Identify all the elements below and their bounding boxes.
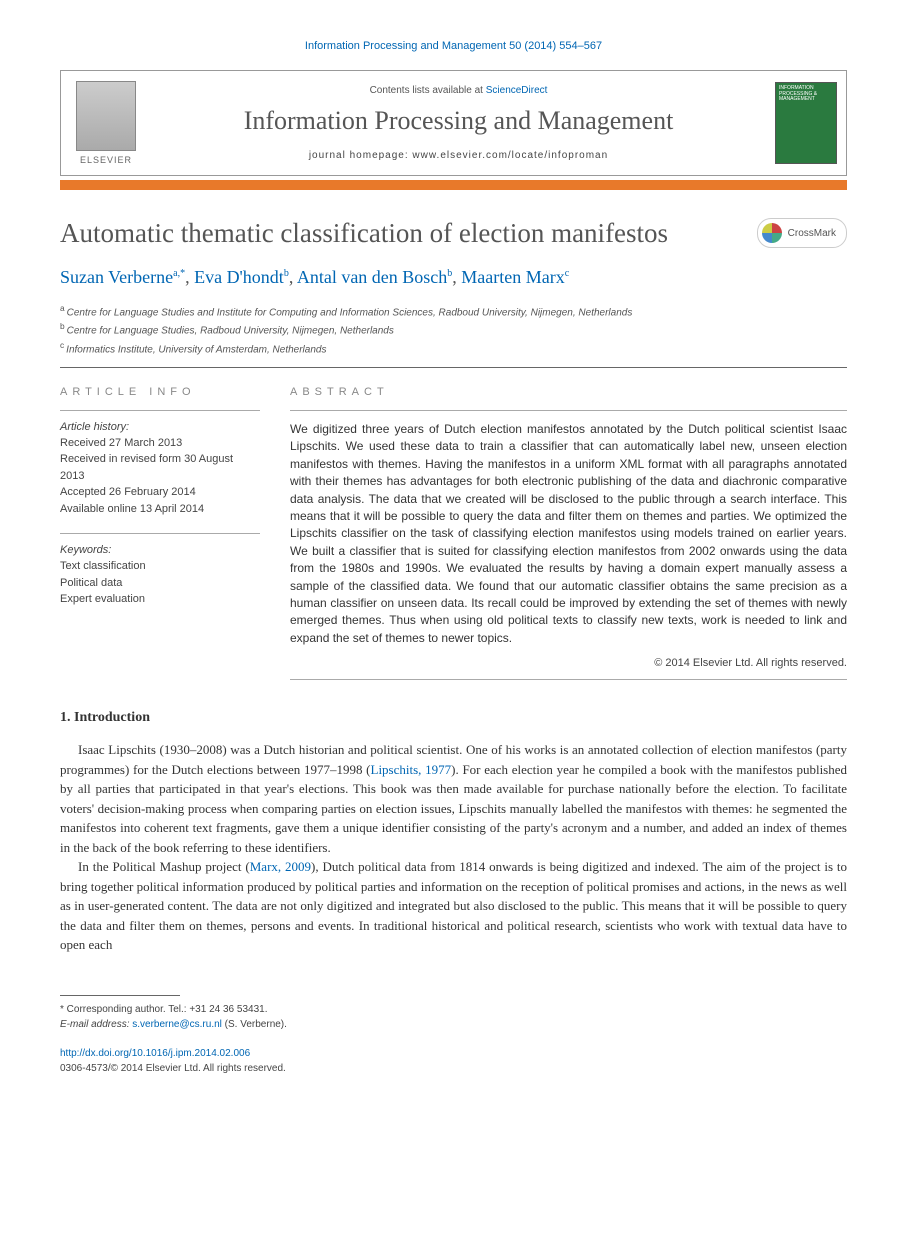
journal-cover: INFORMATION PROCESSING & MANAGEMENT (766, 71, 846, 175)
affiliation-c: Informatics Institute, University of Ams… (66, 344, 326, 355)
article-info-column: ARTICLE INFO Article history: Received 2… (60, 386, 260, 680)
publisher-name: ELSEVIER (80, 155, 132, 165)
history-label: Article history: (60, 421, 260, 433)
corresponding-author: * Corresponding author. Tel.: +31 24 36 … (60, 1002, 847, 1017)
email-suffix: (S. Verberne). (222, 1019, 287, 1030)
issn-copyright: 0306-4573/© 2014 Elsevier Ltd. All right… (60, 1061, 847, 1076)
crossmark-icon (762, 223, 782, 243)
abstract-header: ABSTRACT (290, 386, 847, 398)
journal-name: Information Processing and Management (161, 106, 756, 136)
section-1-title: 1. Introduction (60, 710, 847, 726)
journal-homepage: journal homepage: www.elsevier.com/locat… (161, 150, 756, 161)
affiliation-b: Centre for Language Studies, Radboud Uni… (67, 326, 394, 337)
affiliations: aCentre for Language Studies and Institu… (60, 302, 847, 357)
footnote-rule (60, 995, 180, 996)
citation-marx[interactable]: Marx, 2009 (250, 859, 311, 874)
introduction-body: Isaac Lipschits (1930–2008) was a Dutch … (60, 740, 847, 955)
cover-title: INFORMATION PROCESSING & MANAGEMENT (779, 86, 833, 103)
email-line: E-mail address: s.verberne@cs.ru.nl (S. … (60, 1017, 847, 1032)
article-title: Automatic thematic classification of ele… (60, 218, 668, 249)
intro-p1: Isaac Lipschits (1930–2008) was a Dutch … (60, 740, 847, 857)
author-0[interactable]: Suzan Verbernea,* (60, 267, 185, 287)
divider (60, 367, 847, 368)
crossmark-label: CrossMark (788, 228, 836, 239)
keywords: Text classification Political data Exper… (60, 558, 260, 608)
publisher-logo: ELSEVIER (61, 71, 151, 175)
article-history: Received 27 March 2013 Received in revis… (60, 435, 260, 518)
email-label: E-mail address: (60, 1019, 132, 1030)
elsevier-tree-icon (76, 81, 136, 151)
affiliation-a: Centre for Language Studies and Institut… (67, 307, 633, 318)
abstract-column: ABSTRACT We digitized three years of Dut… (290, 386, 847, 680)
top-citation: Information Processing and Management 50… (60, 40, 847, 52)
sciencedirect-link[interactable]: ScienceDirect (486, 85, 548, 96)
author-2[interactable]: Antal van den Boschb (297, 267, 452, 287)
abstract-copyright: © 2014 Elsevier Ltd. All rights reserved… (290, 657, 847, 669)
contents-prefix: Contents lists available at (370, 85, 486, 96)
crossmark-badge[interactable]: CrossMark (757, 218, 847, 248)
intro-p2: In the Political Mashup project (Marx, 2… (60, 857, 847, 955)
doi-block: http://dx.doi.org/10.1016/j.ipm.2014.02.… (60, 1046, 847, 1076)
footnotes: * Corresponding author. Tel.: +31 24 36 … (60, 1002, 847, 1032)
author-1[interactable]: Eva D'hondtb (194, 267, 289, 287)
orange-divider (60, 180, 847, 190)
author-3[interactable]: Maarten Marxc (461, 267, 569, 287)
authors-line: Suzan Verbernea,*, Eva D'hondtb, Antal v… (60, 267, 847, 288)
doi-link[interactable]: http://dx.doi.org/10.1016/j.ipm.2014.02.… (60, 1048, 250, 1059)
keywords-label: Keywords: (60, 544, 260, 556)
article-info-header: ARTICLE INFO (60, 386, 260, 398)
author-email[interactable]: s.verberne@cs.ru.nl (132, 1019, 222, 1030)
journal-header: ELSEVIER Contents lists available at Sci… (60, 70, 847, 176)
abstract-text: We digitized three years of Dutch electi… (290, 421, 847, 647)
citation-lipschits[interactable]: Lipschits, 1977 (371, 762, 452, 777)
contents-available: Contents lists available at ScienceDirec… (161, 85, 756, 96)
